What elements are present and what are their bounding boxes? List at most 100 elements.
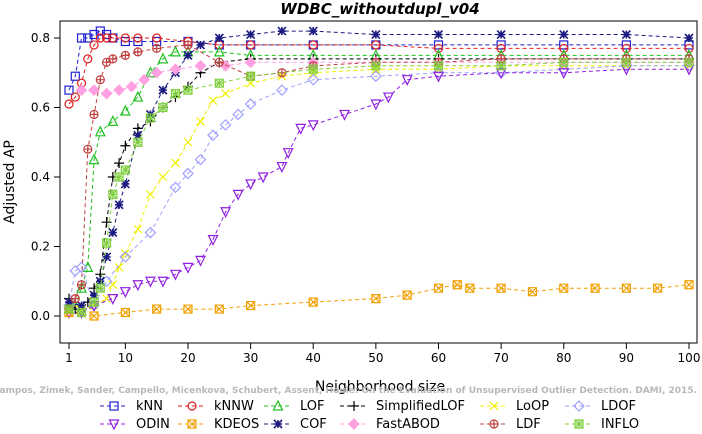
data-point <box>76 301 87 311</box>
data-point <box>152 33 162 43</box>
data-point <box>621 283 631 293</box>
data-point <box>108 54 118 64</box>
data-point <box>170 89 181 99</box>
data-point <box>88 84 100 96</box>
legend-item: INFLO <box>565 417 639 432</box>
series-line <box>68 30 690 307</box>
data-point <box>169 269 181 281</box>
data-point <box>194 59 207 72</box>
data-point <box>208 96 218 105</box>
data-point <box>219 59 232 72</box>
data-point <box>559 40 569 50</box>
data-point <box>95 283 105 293</box>
data-point <box>496 283 506 293</box>
legend-marker <box>187 401 197 411</box>
data-point <box>382 92 394 104</box>
data-point <box>590 283 600 293</box>
data-point <box>83 54 93 64</box>
data-point <box>95 33 105 43</box>
data-point <box>214 304 224 314</box>
data-point <box>89 40 99 50</box>
data-point <box>101 238 112 248</box>
data-point <box>559 283 569 293</box>
data-point <box>157 52 169 64</box>
series-COF <box>64 26 694 311</box>
data-point <box>558 68 570 80</box>
legend-item: LoOP <box>480 399 549 414</box>
series-line <box>68 284 690 317</box>
y-tick-label: 0.0 <box>31 309 50 323</box>
data-point <box>244 98 257 110</box>
x-tick-label: 20 <box>180 351 195 365</box>
data-point <box>75 261 88 274</box>
data-point <box>371 40 381 50</box>
data-point <box>496 43 506 54</box>
x-tick-label: 100 <box>678 351 701 365</box>
legend-marker <box>273 419 283 429</box>
data-point <box>144 226 157 239</box>
data-point <box>114 172 124 182</box>
data-point <box>70 92 80 102</box>
series-FastABOD <box>75 56 695 100</box>
data-point <box>433 283 444 293</box>
data-point <box>108 33 118 43</box>
legend-item: kNN <box>100 399 163 414</box>
data-point <box>559 57 569 67</box>
x-tick-label: 40 <box>306 351 321 365</box>
data-point <box>76 307 87 318</box>
y-tick-label: 0.6 <box>31 101 50 115</box>
data-point <box>207 129 219 142</box>
legend-label: KDEOS <box>214 417 259 432</box>
data-point <box>276 161 288 173</box>
data-point <box>100 87 113 100</box>
series-line <box>68 51 689 310</box>
data-point <box>246 300 256 311</box>
data-point <box>89 311 99 321</box>
data-point <box>496 40 506 50</box>
data-point <box>144 276 156 288</box>
data-point <box>108 189 118 199</box>
data-point <box>150 66 163 79</box>
data-point <box>402 290 412 300</box>
x-tick-label: 10 <box>118 351 133 365</box>
x-tick-label: 90 <box>619 351 634 365</box>
data-point <box>83 144 93 154</box>
data-point <box>120 307 130 318</box>
data-point <box>183 40 193 50</box>
x-axis-label: Neighborhood size <box>315 379 445 395</box>
series-line <box>68 44 689 310</box>
data-point <box>527 287 538 297</box>
data-point <box>214 33 224 43</box>
legend-item: KDEOS <box>178 417 259 432</box>
axes-layer: 1 10 20 30 40 50 60 70 80 90 100 0.0 0.2 0.4 0.6 0.8 <box>31 31 701 365</box>
legend-label: LDF <box>516 417 541 432</box>
data-point <box>133 47 143 57</box>
data-point <box>114 200 124 210</box>
data-point <box>120 50 130 60</box>
legend-marker <box>574 419 584 429</box>
data-point <box>684 43 694 54</box>
series-line <box>69 68 689 313</box>
series-LDF <box>64 40 694 314</box>
series-LDOF <box>63 59 695 312</box>
series-INFLO <box>64 57 694 318</box>
data-point <box>133 137 143 147</box>
data-point <box>100 275 113 288</box>
data-point <box>684 57 694 67</box>
data-point <box>101 33 112 43</box>
data-point <box>133 33 143 43</box>
data-point <box>107 294 119 305</box>
data-point <box>452 280 462 290</box>
legend-marker <box>108 419 120 431</box>
data-point <box>295 123 307 135</box>
series-ODIN <box>63 64 695 319</box>
data-point <box>88 153 100 165</box>
data-point <box>182 262 194 274</box>
series-layer <box>63 26 695 321</box>
data-point <box>432 66 445 79</box>
data-point <box>158 102 168 113</box>
series-line <box>68 61 689 314</box>
data-point <box>371 61 381 71</box>
data-point <box>308 64 318 74</box>
data-point <box>171 158 180 168</box>
